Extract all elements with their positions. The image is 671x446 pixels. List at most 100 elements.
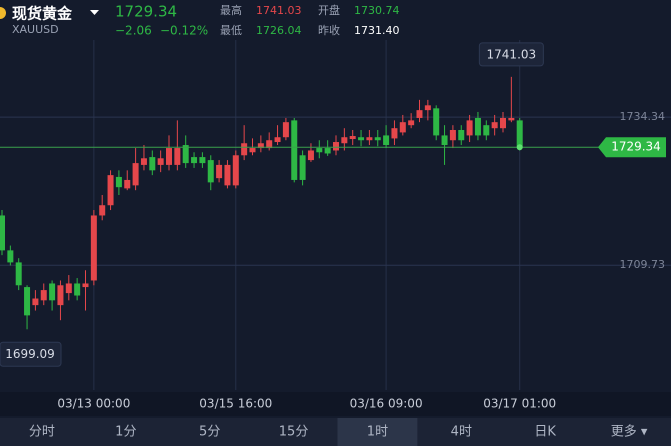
- header: 现货黄金 XAUUSD 1729.34 −2.06 −0.12% 最高 1741…: [0, 3, 400, 38]
- candle-body: [82, 283, 89, 288]
- candle-body: [449, 130, 456, 141]
- tab[interactable]: 1时: [367, 425, 388, 440]
- candle-body: [15, 262, 22, 286]
- tab[interactable]: 日K: [534, 425, 556, 440]
- candle-body: [257, 143, 264, 149]
- change-pct: −0.12%: [160, 24, 208, 38]
- candle-body: [458, 130, 465, 141]
- tabs: 分时 1分 5分 15分 1时 4时 日K 更多 ▾: [29, 418, 648, 446]
- symbol: XAUUSD: [12, 23, 59, 36]
- tab[interactable]: 更多 ▾: [611, 424, 648, 440]
- candle-body: [216, 164, 223, 179]
- candle-body: [408, 120, 415, 126]
- candle-body: [224, 164, 231, 186]
- candle-body: [516, 120, 523, 148]
- candle-body: [232, 155, 239, 186]
- change: −2.06: [115, 24, 152, 38]
- candle-body: [24, 287, 31, 316]
- stat-label: 开盘: [318, 3, 340, 17]
- candle-body: [57, 285, 64, 306]
- candle-body: [182, 145, 189, 164]
- plot: 03/13 00:00 03/15 16:00 03/16 09:00 03/17 0…: [0, 40, 671, 411]
- candle-body: [107, 175, 114, 206]
- candle-body: [99, 205, 106, 216]
- stat-label: 最低: [220, 24, 242, 37]
- max-label: 1741.03: [487, 47, 537, 61]
- candle-body: [466, 120, 473, 136]
- candle-body: [266, 140, 273, 149]
- candle-body: [508, 117, 515, 121]
- stat-value: 1731.40: [354, 24, 400, 37]
- instrument-name[interactable]: 现货黄金: [12, 5, 73, 23]
- candle-body: [291, 120, 298, 180]
- candle-body: [441, 135, 448, 146]
- candle-body: [149, 157, 156, 171]
- stat-label: 最高: [220, 3, 242, 17]
- tab[interactable]: 1分: [115, 425, 136, 440]
- candle-body: [383, 135, 390, 146]
- candle-body: [249, 148, 256, 153]
- min-box: [0, 341, 62, 367]
- tab[interactable]: 15分: [279, 425, 309, 440]
- candle-body: [207, 160, 214, 183]
- candle-body: [124, 179, 131, 189]
- candle-body: [132, 163, 139, 186]
- x-tick-label: 03/13 00:00: [57, 397, 130, 411]
- min-label: 1699.09: [5, 347, 55, 361]
- candle-body: [316, 148, 323, 153]
- candle-body: [49, 283, 56, 301]
- candle-body: [7, 250, 14, 263]
- candle-body: [307, 150, 314, 161]
- candle-body: [341, 137, 348, 144]
- stat-value: 1741.03: [256, 4, 302, 17]
- candle-body: [241, 143, 248, 156]
- stat-value: 1726.04: [256, 24, 302, 37]
- last-price-dot: [516, 144, 523, 151]
- candle-body: [474, 117, 481, 136]
- candle-body: [65, 283, 72, 294]
- candle-body: [299, 155, 306, 180]
- x-tick-label: 03/15 16:00: [199, 397, 272, 411]
- candle-body: [391, 128, 398, 139]
- candle-body: [0, 215, 5, 251]
- stat-label: 昨收: [318, 23, 340, 37]
- last-price-tag: [598, 137, 666, 158]
- candle-body: [282, 122, 289, 138]
- y-tick-label: 1709.73: [620, 258, 666, 271]
- candle-body: [491, 122, 498, 129]
- candle-body: [424, 105, 431, 111]
- y-tick-label: 1734.34: [620, 110, 666, 123]
- last-price-label: 1729.34: [611, 140, 661, 154]
- x-tick-label: 03/16 09:00: [350, 397, 423, 411]
- tab[interactable]: 5分: [199, 425, 220, 440]
- tab[interactable]: 4时: [451, 425, 472, 440]
- candle-body: [324, 148, 331, 154]
- candle-body: [416, 110, 423, 118]
- candle-body: [399, 122, 406, 133]
- price: 1729.34: [115, 3, 177, 21]
- candle-body: [90, 215, 97, 281]
- candle-body: [140, 158, 147, 165]
- candle-body: [366, 137, 373, 141]
- candle-body: [333, 142, 339, 151]
- tab-bar: [0, 418, 671, 446]
- candle-body: [433, 108, 440, 136]
- dropdown-arrow[interactable]: [90, 10, 99, 15]
- candle-body: [174, 148, 181, 165]
- x-axis-band: [0, 392, 671, 416]
- candle-body: [274, 137, 281, 143]
- tab[interactable]: 分时: [29, 425, 55, 440]
- candle-body: [358, 137, 365, 141]
- x-tick-label: 03/17 01:00: [483, 397, 556, 411]
- candle-body: [74, 283, 81, 296]
- stat-value: 1730.74: [354, 4, 400, 17]
- candle-body: [483, 125, 490, 136]
- candle-body: [32, 298, 39, 306]
- candle-body: [157, 158, 164, 165]
- candle-body: [40, 290, 47, 301]
- candle-body: [349, 136, 356, 140]
- candle-body: [166, 148, 172, 165]
- tab-selected[interactable]: [337, 418, 418, 446]
